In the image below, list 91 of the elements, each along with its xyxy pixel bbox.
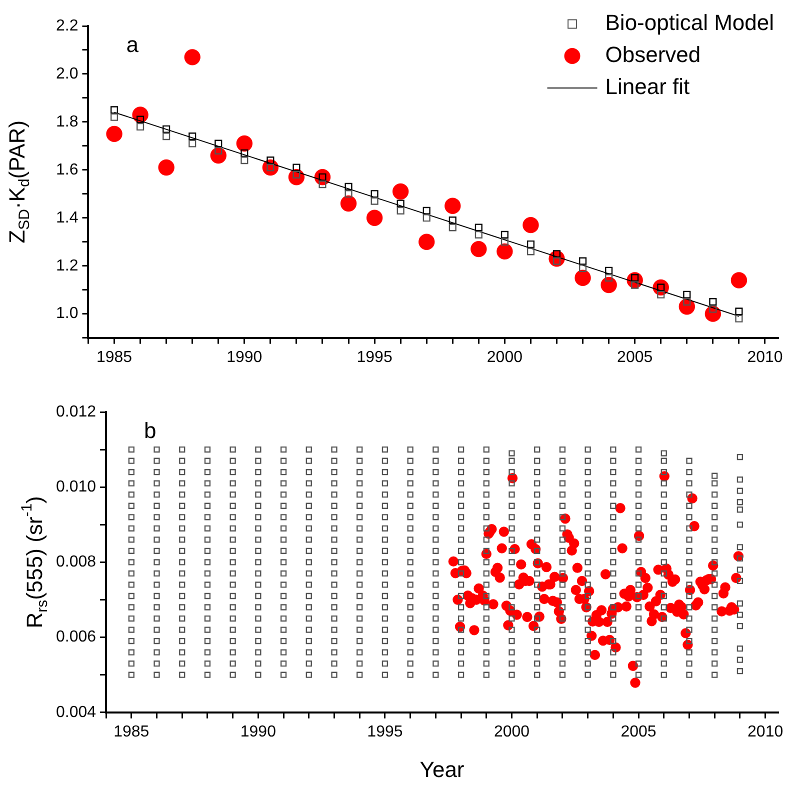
point xyxy=(340,195,357,212)
point xyxy=(158,159,174,176)
legend-label: Linear fit xyxy=(605,74,690,100)
point xyxy=(422,214,430,222)
x-tick-label: 2000 xyxy=(486,348,523,366)
point xyxy=(470,240,487,258)
point xyxy=(396,206,404,214)
point xyxy=(448,216,456,224)
point xyxy=(370,190,378,198)
point xyxy=(500,238,508,246)
y-tick-label: 1.0 xyxy=(56,305,78,322)
point xyxy=(292,164,300,172)
legend-label: Observed xyxy=(605,42,701,68)
point xyxy=(579,257,587,265)
point xyxy=(496,243,513,260)
point xyxy=(136,122,144,131)
point xyxy=(709,305,717,313)
x-tick-label: 1985 xyxy=(114,723,150,740)
point xyxy=(418,234,435,250)
point xyxy=(240,156,248,164)
point xyxy=(526,240,535,248)
y-tick-label: 1.6 xyxy=(56,161,78,178)
x-tick-label: 1985 xyxy=(96,348,132,366)
point xyxy=(266,156,274,164)
point xyxy=(162,125,170,133)
x-tick-label: 1995 xyxy=(356,348,392,366)
point xyxy=(110,113,118,121)
point xyxy=(730,272,748,288)
point xyxy=(240,149,248,157)
x-tick-label: 1990 xyxy=(226,348,262,366)
point xyxy=(500,230,508,238)
point xyxy=(422,206,430,214)
point xyxy=(184,49,200,66)
point xyxy=(162,132,170,140)
point xyxy=(214,146,222,154)
point xyxy=(188,140,196,148)
y-tick-label: 1.4 xyxy=(56,209,78,226)
point xyxy=(344,190,352,198)
point xyxy=(683,290,691,298)
point xyxy=(474,224,482,232)
y-tick-label: 2.0 xyxy=(56,65,78,82)
x-tick-label: 2005 xyxy=(617,348,653,366)
x-tick-label: 2005 xyxy=(620,723,656,740)
point xyxy=(344,182,352,190)
point xyxy=(448,224,456,232)
point xyxy=(735,308,743,316)
point xyxy=(526,248,535,256)
point xyxy=(735,314,743,322)
point xyxy=(579,264,587,272)
point xyxy=(392,183,409,200)
y-tick-label: 0.006 xyxy=(56,628,96,646)
point xyxy=(474,230,482,238)
point xyxy=(709,298,717,306)
point xyxy=(552,250,561,258)
y-tick-label: 0.004 xyxy=(56,704,96,721)
point xyxy=(214,140,222,148)
point xyxy=(631,281,639,289)
y-tick-label: 2.2 xyxy=(56,17,78,34)
point xyxy=(106,126,122,142)
y-axis-title: Rrs(555) (sr-1) xyxy=(18,496,51,628)
x-axis-title: Year xyxy=(420,756,464,782)
x-tick-label: 1995 xyxy=(367,723,403,740)
annotation: b xyxy=(144,418,156,444)
point xyxy=(600,276,617,294)
legend-label: Bio-optical Model xyxy=(605,10,774,36)
point xyxy=(605,266,613,274)
point xyxy=(396,200,404,208)
x-tick-label: 2010 xyxy=(748,723,784,740)
point xyxy=(188,132,196,140)
y-tick-label: 0.012 xyxy=(56,403,96,420)
annotation: a xyxy=(126,32,140,58)
point xyxy=(236,135,253,152)
point xyxy=(522,216,539,234)
y-axis-title: ZSD·Kd(PAR) xyxy=(4,120,33,244)
y-tick-label: 1.2 xyxy=(56,257,78,274)
point xyxy=(444,198,461,214)
x-tick-label: 1990 xyxy=(240,723,276,740)
point xyxy=(683,298,691,306)
x-tick-label: 2000 xyxy=(494,723,530,740)
point xyxy=(136,116,144,124)
point xyxy=(605,274,613,282)
y-tick-label: 1.8 xyxy=(56,113,78,130)
point xyxy=(110,106,118,114)
point xyxy=(657,290,665,298)
point xyxy=(366,210,383,226)
y-tick-label: 0.008 xyxy=(56,554,96,571)
point xyxy=(574,270,591,286)
point xyxy=(318,180,326,188)
point xyxy=(370,197,378,205)
y-tick-label: 0.010 xyxy=(56,478,96,496)
x-tick-label: 2010 xyxy=(747,348,783,366)
